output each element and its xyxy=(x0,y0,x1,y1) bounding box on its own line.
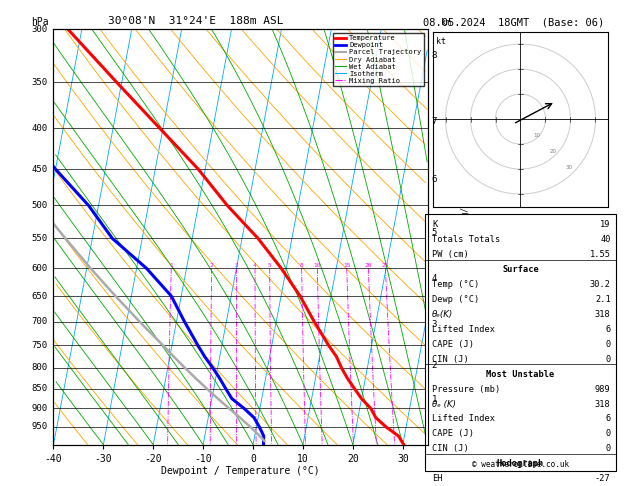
Text: 1: 1 xyxy=(431,395,437,404)
Text: 650: 650 xyxy=(31,292,48,300)
Text: 1.55: 1.55 xyxy=(589,250,611,259)
Text: Lifted Index: Lifted Index xyxy=(432,415,495,423)
Text: θₑ(K): θₑ(K) xyxy=(432,310,454,319)
Text: 40: 40 xyxy=(600,235,611,244)
Text: 318: 318 xyxy=(595,310,611,319)
Text: -27: -27 xyxy=(595,474,611,483)
Text: 550: 550 xyxy=(31,234,48,243)
Text: 0: 0 xyxy=(606,340,611,349)
Text: 989: 989 xyxy=(595,384,611,394)
Text: Lifted Index: Lifted Index xyxy=(432,325,495,334)
Text: 750: 750 xyxy=(31,341,48,350)
Text: 10: 10 xyxy=(533,133,540,138)
Text: Dewp (°C): Dewp (°C) xyxy=(432,295,479,304)
Text: Surface: Surface xyxy=(502,265,539,274)
Text: 6: 6 xyxy=(431,175,437,184)
Text: kt: kt xyxy=(435,36,445,46)
Text: 300: 300 xyxy=(31,25,48,34)
Text: 5: 5 xyxy=(431,227,437,237)
Text: km: km xyxy=(441,18,451,27)
Text: 8: 8 xyxy=(431,51,437,60)
Text: CAPE (J): CAPE (J) xyxy=(432,430,474,438)
Text: 08.05.2024  18GMT  (Base: 06): 08.05.2024 18GMT (Base: 06) xyxy=(423,17,604,27)
Text: 20: 20 xyxy=(365,263,372,268)
Text: 900: 900 xyxy=(31,404,48,413)
Text: θₑ (K): θₑ (K) xyxy=(432,399,456,409)
Text: © weatheronline.co.uk: © weatheronline.co.uk xyxy=(472,460,569,469)
Text: Temp (°C): Temp (°C) xyxy=(432,280,479,289)
Text: 1: 1 xyxy=(169,263,173,268)
Text: 6: 6 xyxy=(606,415,611,423)
Text: CAPE (J): CAPE (J) xyxy=(432,340,474,349)
Text: Mixing Ratio (g/kg): Mixing Ratio (g/kg) xyxy=(460,193,470,281)
Text: 4: 4 xyxy=(253,263,257,268)
Text: 0: 0 xyxy=(606,444,611,453)
X-axis label: Dewpoint / Temperature (°C): Dewpoint / Temperature (°C) xyxy=(161,467,320,476)
Text: 400: 400 xyxy=(31,124,48,133)
Text: Pressure (mb): Pressure (mb) xyxy=(432,384,501,394)
Text: 30.2: 30.2 xyxy=(589,280,611,289)
Text: EH: EH xyxy=(432,474,443,483)
Text: 20: 20 xyxy=(550,149,557,154)
Text: 25: 25 xyxy=(382,263,389,268)
Text: 2.1: 2.1 xyxy=(595,295,611,304)
Legend: Temperature, Dewpoint, Parcel Trajectory, Dry Adiabat, Wet Adiabat, Isotherm, Mi: Temperature, Dewpoint, Parcel Trajectory… xyxy=(333,33,424,87)
Text: 5: 5 xyxy=(268,263,272,268)
Text: 0: 0 xyxy=(606,355,611,364)
Text: Totals Totals: Totals Totals xyxy=(432,235,501,244)
Text: Most Unstable: Most Unstable xyxy=(486,370,555,379)
Text: CIN (J): CIN (J) xyxy=(432,444,469,453)
Text: 450: 450 xyxy=(31,165,48,174)
Text: 0: 0 xyxy=(606,430,611,438)
Text: CIN (J): CIN (J) xyxy=(432,355,469,364)
Text: PW (cm): PW (cm) xyxy=(432,250,469,259)
Text: 2: 2 xyxy=(210,263,213,268)
Text: 500: 500 xyxy=(31,201,48,210)
Text: 318: 318 xyxy=(595,399,611,409)
Text: 10: 10 xyxy=(314,263,321,268)
Text: 700: 700 xyxy=(31,317,48,326)
Text: 800: 800 xyxy=(31,363,48,372)
Text: 8: 8 xyxy=(300,263,304,268)
Text: 950: 950 xyxy=(31,422,48,432)
Text: 2: 2 xyxy=(431,361,437,370)
Text: ASL: ASL xyxy=(441,38,456,47)
Text: 6: 6 xyxy=(606,325,611,334)
Text: K: K xyxy=(432,220,438,229)
Text: 850: 850 xyxy=(31,384,48,393)
Text: 7: 7 xyxy=(431,117,437,126)
Text: 3: 3 xyxy=(235,263,238,268)
Text: 30: 30 xyxy=(565,165,573,170)
Title: 30°08'N  31°24'E  188m ASL: 30°08'N 31°24'E 188m ASL xyxy=(108,16,284,26)
Text: Hodograph: Hodograph xyxy=(497,459,544,469)
Text: 15: 15 xyxy=(343,263,350,268)
Text: 3: 3 xyxy=(431,320,437,329)
Text: 19: 19 xyxy=(600,220,611,229)
Text: hPa: hPa xyxy=(31,17,48,27)
FancyBboxPatch shape xyxy=(425,214,616,471)
Text: 4: 4 xyxy=(431,274,437,283)
Text: 350: 350 xyxy=(31,78,48,87)
Text: 600: 600 xyxy=(31,264,48,273)
